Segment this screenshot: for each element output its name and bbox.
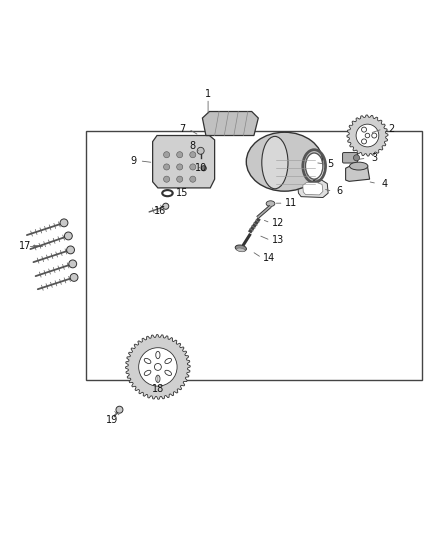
Circle shape (177, 152, 183, 158)
Ellipse shape (165, 370, 172, 375)
Text: 4: 4 (382, 179, 388, 189)
Circle shape (116, 406, 123, 413)
Text: 18: 18 (152, 384, 164, 394)
Circle shape (177, 164, 183, 170)
Circle shape (177, 176, 183, 182)
Polygon shape (303, 183, 323, 195)
Circle shape (163, 176, 170, 182)
Ellipse shape (156, 375, 160, 383)
Circle shape (64, 232, 72, 240)
Polygon shape (126, 335, 190, 399)
Circle shape (353, 155, 360, 161)
Ellipse shape (266, 201, 275, 206)
Text: 19: 19 (106, 415, 118, 425)
Ellipse shape (156, 351, 160, 359)
Ellipse shape (262, 136, 288, 189)
Text: 10: 10 (195, 163, 208, 173)
Polygon shape (202, 111, 258, 135)
Text: 13: 13 (272, 235, 284, 245)
FancyBboxPatch shape (343, 152, 357, 163)
Circle shape (70, 273, 78, 281)
Ellipse shape (237, 248, 245, 252)
Circle shape (139, 348, 177, 386)
Circle shape (361, 139, 367, 144)
Text: 1: 1 (205, 89, 211, 99)
Bar (86, 131, 422, 380)
Polygon shape (297, 180, 328, 198)
Circle shape (163, 164, 170, 170)
Circle shape (69, 260, 77, 268)
Polygon shape (346, 166, 370, 181)
Ellipse shape (144, 358, 151, 364)
Circle shape (162, 203, 169, 209)
Circle shape (67, 246, 74, 254)
Polygon shape (347, 115, 388, 156)
Circle shape (163, 152, 170, 158)
Ellipse shape (350, 162, 368, 170)
Circle shape (197, 147, 204, 154)
Ellipse shape (235, 245, 247, 252)
Text: 9: 9 (131, 156, 137, 166)
Circle shape (190, 164, 196, 170)
Text: 15: 15 (176, 188, 188, 198)
Text: 8: 8 (190, 141, 196, 151)
Text: 14: 14 (263, 253, 276, 263)
Ellipse shape (165, 358, 172, 364)
Text: 7: 7 (179, 124, 185, 134)
Ellipse shape (144, 370, 151, 375)
Circle shape (356, 124, 379, 147)
Circle shape (361, 127, 367, 132)
Text: 6: 6 (336, 187, 342, 196)
Circle shape (372, 133, 377, 138)
Text: 5: 5 (327, 159, 333, 169)
Circle shape (155, 364, 161, 370)
Text: 17: 17 (18, 240, 31, 251)
Circle shape (60, 219, 68, 227)
Text: 12: 12 (272, 218, 284, 228)
Text: 3: 3 (371, 153, 377, 163)
Circle shape (365, 133, 370, 138)
Ellipse shape (246, 132, 323, 191)
Ellipse shape (305, 153, 323, 179)
Text: 16: 16 (154, 206, 166, 216)
Polygon shape (152, 135, 215, 188)
Text: 11: 11 (285, 198, 297, 208)
Circle shape (190, 176, 196, 182)
Circle shape (190, 152, 196, 158)
Circle shape (201, 166, 206, 171)
Text: 2: 2 (389, 124, 395, 134)
